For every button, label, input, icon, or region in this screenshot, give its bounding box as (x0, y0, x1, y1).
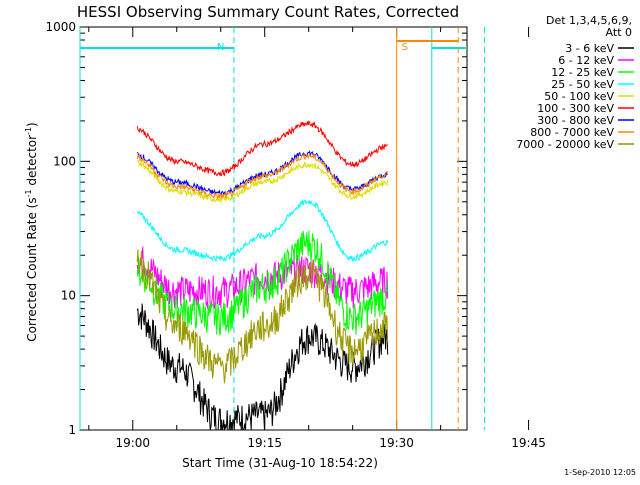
y-tick-label: 100 (53, 154, 76, 168)
series-line (136, 246, 389, 310)
series-line (136, 153, 389, 200)
legend-label: 800 - 7000 keV (530, 126, 614, 139)
y-axis-title-mid: detector (25, 135, 39, 190)
chart-title: HESSI Observing Summary Count Rates, Cor… (77, 3, 459, 21)
x-tick-label: 19:15 (247, 436, 282, 450)
plot-frame (79, 26, 468, 431)
y-tick-label: 10 (61, 289, 76, 303)
series-line (136, 160, 389, 203)
y-axis-title-end: ) (25, 122, 39, 127)
series-line (136, 119, 388, 177)
legend-label: 12 - 25 keV (551, 66, 614, 79)
timestamp: 1-Sep-2010 12:05 (564, 468, 636, 477)
y-axis-title-sup1: -1 (24, 189, 33, 197)
x-tick-label: 19:30 (379, 436, 414, 450)
legend-header-line-1: Det 1,3,4,5,6,9, (546, 14, 632, 27)
series-line (136, 303, 389, 431)
y-tick-label: 1 (68, 423, 76, 437)
series-line (136, 199, 389, 263)
x-axis-title: Start Time (31-Aug-10 18:54:22) (182, 456, 378, 470)
legend-label: 25 - 50 keV (551, 78, 614, 91)
legend-label: 100 - 300 keV (537, 102, 614, 115)
legend-label: 7000 - 20000 keV (516, 138, 614, 151)
plot-layer: 110100100019:0019:1519:3019:4520:0020:15… (45, 20, 546, 450)
y-axis-title-main: Corrected Count Rate (s (25, 197, 39, 341)
legend-label: 6 - 12 keV (558, 54, 614, 67)
y-tick-label: 1000 (45, 20, 76, 34)
legend-header-line-2: Att 0 (606, 26, 632, 39)
legend-label: 3 - 6 keV (565, 42, 614, 55)
legend-label: 50 - 100 keV (544, 90, 614, 103)
x-tick-label: 19:45 (511, 436, 546, 450)
y-axis-title-sup2: -1 (24, 127, 33, 135)
interval-annotation-label: S (402, 42, 408, 53)
series-line (136, 230, 389, 336)
legend-label: 300 - 800 keV (537, 114, 614, 127)
interval-annotation-label: N (217, 42, 224, 53)
x-tick-label: 19:00 (115, 436, 150, 450)
series-line (136, 249, 389, 384)
y-axis-title: Corrected Count Rate (s-1 detector-1) (24, 122, 39, 341)
